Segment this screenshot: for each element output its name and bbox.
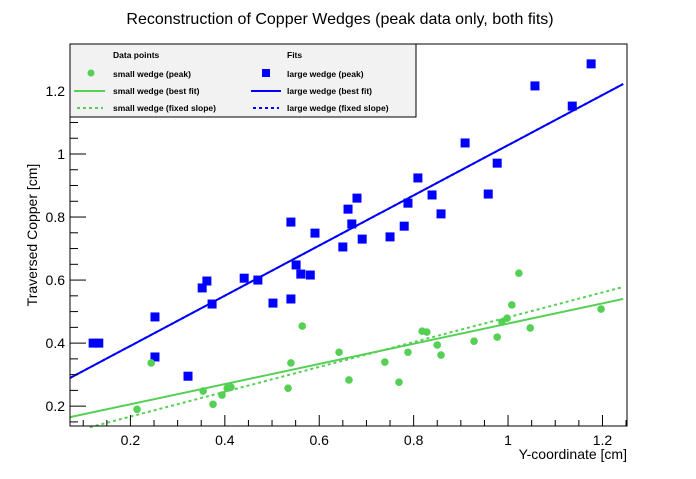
small-wedge-point [335,348,343,357]
legend-entry-small-fixed: small wedge (fixed slope) [113,103,216,113]
small-wedge-point [404,348,412,357]
legend-header-data-points: Data points [113,50,160,60]
large-wedge-point [183,371,193,381]
large-wedge-point [483,189,493,199]
large-wedge-point [403,198,413,208]
small-wedge-point [381,358,389,366]
small-wedge-point [298,322,307,330]
large-wedge-point [343,204,353,214]
large-wedge-point [427,190,437,200]
large-wedge-point [197,283,207,293]
small-wedge-point [199,387,207,395]
legend-header-fits: Fits [287,50,302,60]
large-wedge-point [567,101,577,111]
large-wedge-point [94,338,104,348]
legend-green-circle-icon [87,69,95,77]
data-points [88,59,605,414]
small-wedge-point [493,333,501,341]
small-wedge-point [284,384,292,392]
x-axis-label: Y-coordinate [cm] [519,446,627,462]
large-wedge-point [530,81,540,91]
legend-entry-large-best: large wedge (best fit) [287,86,372,96]
large-wedge-point [286,217,296,227]
large-wedge-point [492,158,502,168]
large-wedge-point [436,209,446,219]
small-wedge-point [503,314,511,323]
large-wedge-point [413,173,423,183]
large-wedge-point [88,338,98,348]
small-wedge-point [470,337,478,346]
large-wedge-point [305,270,315,280]
small-wedge-point [133,405,141,414]
large-wedge-point [586,59,596,69]
large-wedge-point [202,276,212,286]
legend-entry-small-peak: small wedge (peak) [113,69,191,79]
x-tick-label: 1 [504,432,512,448]
x-tick-label: 0.2 [121,432,141,448]
large-wedge-point [291,260,301,270]
small-wedge-point [433,341,442,349]
y-tick-label: 1 [57,146,65,162]
y-tick-label: 0.8 [46,209,66,225]
large-wedge-point [253,275,263,285]
large-wedge-point [338,242,348,252]
x-tick-label: 0.8 [404,432,424,448]
large-wedge-point [239,273,249,283]
large-wedge-point [352,193,362,203]
fit-line-small-wedge-best-fit [69,297,624,419]
y-tick-label: 0.4 [46,335,66,351]
small-wedge-point [147,359,155,367]
large-wedge-point [357,234,367,244]
legend-entry-small-best: small wedge (best fit) [113,86,200,96]
small-wedge-point [597,305,605,313]
legend-box [69,43,417,118]
small-wedge-point [345,376,353,384]
small-wedge-point [508,301,516,309]
large-wedge-point [207,299,217,309]
large-wedge-point [150,312,160,322]
large-wedge-point [286,294,296,304]
small-wedge-point [209,400,217,409]
small-wedge-point [395,378,403,386]
large-wedge-point [296,269,306,279]
small-wedge-point [287,359,295,367]
large-wedge-point [399,221,409,231]
small-wedge-point [437,351,445,359]
y-tick-label: 0.2 [46,398,66,414]
small-wedge-point [423,328,431,336]
large-wedge-point [347,219,357,229]
legend-entry-large-peak: large wedge (peak) [287,69,364,79]
small-wedge-point [218,391,226,399]
small-wedge-point [227,383,235,392]
small-wedge-point [515,269,523,277]
legend-entry-large-fixed: large wedge (fixed slope) [287,103,389,113]
legend-blue-square-icon [262,69,270,77]
large-wedge-point [268,298,278,308]
x-tick-label: 0.4 [215,432,235,448]
small-wedge-point [526,324,535,332]
large-wedge-point [385,232,395,242]
large-wedge-point [150,352,160,362]
chart-title: Reconstruction of Copper Wedges (peak da… [126,11,553,28]
x-tick-label: 0.6 [309,432,329,448]
large-wedge-point [310,228,320,238]
large-wedge-point [460,138,470,148]
y-tick-label: 0.6 [46,272,66,288]
y-tick-label: 1.2 [46,83,66,99]
legend: Data points Fits small wedge (peak) larg… [69,43,417,118]
y-axis-label: Traversed Copper [cm] [24,164,40,307]
axis-ticks: 0.2 0.4 0.6 0.8 1 1.2 0.2 0.4 0.6 0.8 1 1.2 [46,58,627,448]
fit-line-large-wedge-fixed-slope [69,83,624,379]
x-tick-label: 1.2 [593,432,613,448]
fit-line-small-wedge-fixed-slope [89,285,624,429]
fit-lines [69,83,624,429]
